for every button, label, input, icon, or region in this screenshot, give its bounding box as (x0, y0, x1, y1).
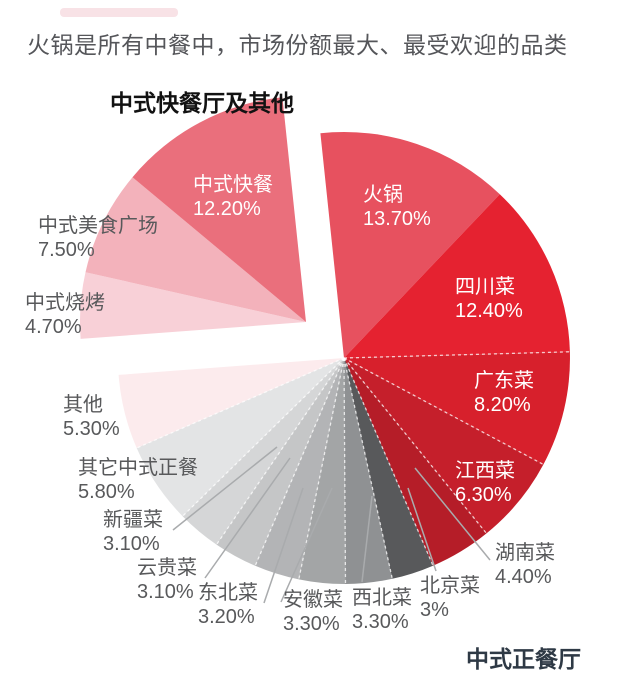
slice-label-name: 四川菜 (455, 276, 515, 298)
slice-label-value: 13.70% (363, 208, 431, 230)
slice-label-value: 4.70% (25, 316, 82, 338)
slice-label-value: 4.40% (495, 566, 552, 588)
page-title: 火锅是所有中餐中，市场份额最大、最受欢迎的品类 (27, 32, 568, 58)
slice-label-name: 新疆菜 (103, 509, 163, 531)
slice-boundary (136, 357, 345, 449)
pie-slice-其它中式正餐 (136, 358, 344, 517)
slice-label-中式美食广场: 中式美食广场 7.50% (38, 214, 158, 262)
pie-slice-北京菜 (344, 358, 433, 579)
slice-label-其它中式正餐: 其它中式正餐 5.80% (78, 456, 198, 504)
pie-slice-广东菜 (344, 351, 570, 465)
group-label-fast-food: 中式快餐厅及其他 (110, 90, 294, 116)
slice-label-value: 3.10% (103, 533, 160, 555)
slice-label-value: 3.30% (352, 611, 409, 633)
slice-label-湖南菜: 湖南菜 4.40% (495, 541, 555, 589)
slice-label-name: 中式快餐 (193, 174, 273, 196)
slice-boundary (343, 357, 347, 585)
slice-label-value: 3.10% (137, 581, 194, 603)
slice-label-name: 湖南菜 (495, 542, 555, 564)
pie-slice-中式烧烤 (79, 272, 306, 339)
slice-label-四川菜: 四川菜 12.40% (455, 275, 523, 323)
slice-boundary (343, 357, 488, 534)
pie-slice-其他 (118, 358, 344, 448)
slice-label-name: 中式烧烤 (25, 292, 105, 314)
slice-label-value: 6.30% (455, 484, 512, 506)
pie-slice-江西菜 (344, 358, 544, 534)
leader-line-东北菜 (263, 487, 304, 604)
group-label-full-service: 中式正餐厅 (466, 646, 581, 672)
pie-slice-新疆菜 (182, 358, 344, 545)
slice-label-value: 3% (420, 599, 449, 621)
pie-slice-中式美食广场 (85, 177, 306, 322)
slice-label-name: 东北菜 (198, 582, 258, 604)
slice-label-西北菜: 西北菜 3.30% (352, 586, 412, 634)
slice-boundary (254, 357, 345, 567)
leader-line-湖南菜 (414, 467, 491, 561)
slice-boundary (343, 357, 544, 466)
slice-label-value: 3.30% (283, 613, 340, 635)
slice-boundary (215, 357, 345, 545)
slice-label-name: 其它中式正餐 (78, 457, 198, 479)
slice-label-name: 云贵菜 (137, 557, 197, 579)
slice-boundary (343, 357, 434, 566)
slice-label-value: 8.20% (474, 394, 531, 416)
pie-slice-火锅 (320, 131, 500, 358)
leader-line-北京菜 (407, 487, 437, 572)
pie-slice-湖南菜 (344, 358, 487, 566)
slice-label-name: 其他 (63, 394, 103, 416)
slice-label-name: 中式美食广场 (38, 215, 158, 237)
slice-label-新疆菜: 新疆菜 3.10% (103, 508, 163, 556)
accent-bar (60, 8, 178, 17)
slice-label-江西菜: 江西菜 6.30% (455, 459, 515, 507)
slice-label-name: 江西菜 (455, 460, 515, 482)
slice-label-北京菜: 北京菜 3% (420, 574, 480, 622)
pie-slice-安徽菜 (298, 358, 346, 585)
slice-label-value: 12.20% (193, 198, 261, 220)
slice-label-value: 3.20% (198, 606, 255, 628)
slice-label-火锅: 火锅 13.70% (363, 183, 431, 231)
slice-boundary (298, 357, 345, 580)
slice-boundary (182, 357, 345, 517)
leader-line-西北菜 (361, 495, 373, 583)
slice-label-value: 5.80% (78, 481, 135, 503)
slice-label-其他: 其他 5.30% (63, 393, 120, 441)
slice-label-云贵菜: 云贵菜 3.10% (137, 556, 197, 604)
slice-label-name: 广东菜 (474, 370, 534, 392)
slice-label-value: 12.40% (455, 300, 523, 322)
slice-label-name: 安徽菜 (283, 589, 343, 611)
slice-label-value: 7.50% (38, 239, 95, 261)
slice-label-name: 北京菜 (420, 575, 480, 597)
pie-slice-东北菜 (255, 358, 344, 580)
pie-slice-云贵菜 (216, 358, 344, 566)
leader-line-新疆菜 (172, 446, 278, 531)
leader-line-云贵菜 (204, 457, 291, 579)
slice-label-name: 火锅 (363, 184, 403, 206)
pie-slice-中式快餐 (132, 97, 306, 322)
slice-label-广东菜: 广东菜 8.20% (474, 369, 534, 417)
slice-label-安徽菜: 安徽菜 3.30% (283, 588, 343, 636)
slice-label-name: 西北菜 (352, 587, 412, 609)
slice-label-东北菜: 东北菜 3.20% (198, 581, 258, 629)
slice-boundary (343, 357, 393, 579)
slice-label-value: 5.30% (63, 418, 120, 440)
slice-label-中式烧烤: 中式烧烤 4.70% (25, 291, 105, 339)
slice-label-中式快餐: 中式快餐 12.20% (193, 173, 273, 221)
leader-line-安徽菜 (280, 487, 333, 603)
pie-slice-四川菜 (344, 194, 570, 358)
slice-boundary (343, 351, 570, 359)
